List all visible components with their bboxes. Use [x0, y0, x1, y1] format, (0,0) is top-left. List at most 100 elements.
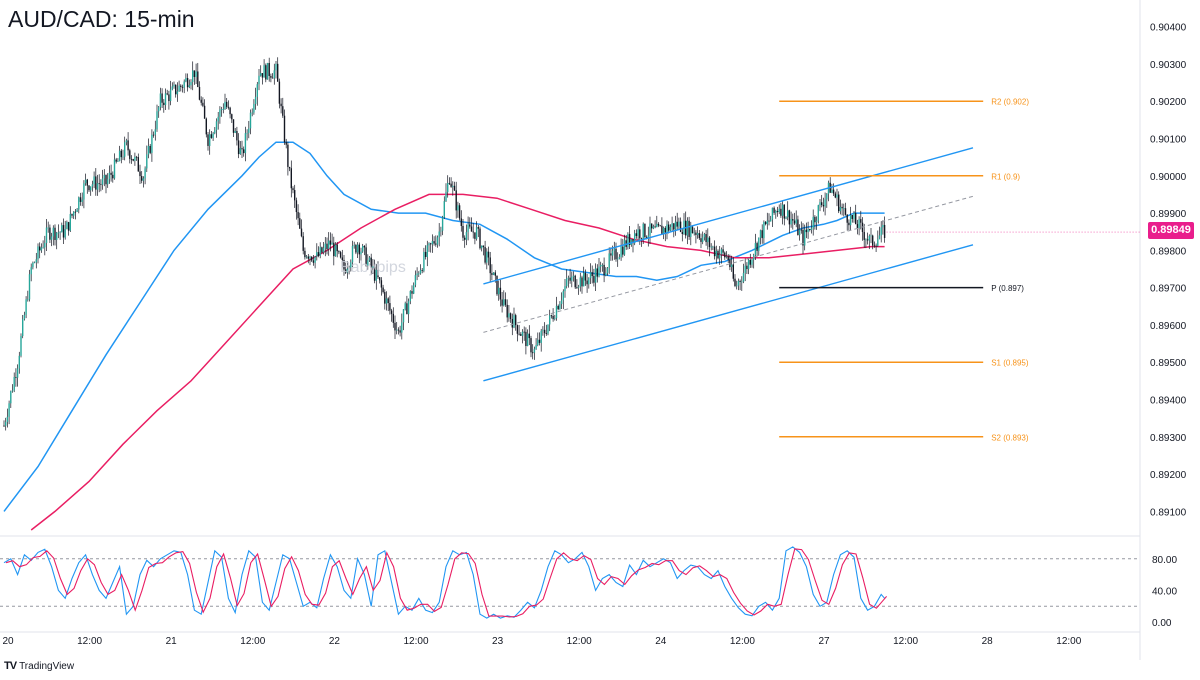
- candle-body: [389, 303, 391, 311]
- candle-body: [61, 225, 63, 233]
- candle-body: [278, 81, 281, 104]
- candle-body: [640, 238, 643, 240]
- candle-body: [868, 235, 870, 241]
- candle-body: [423, 251, 425, 271]
- candle-body: [101, 178, 104, 185]
- candle-body: [443, 201, 445, 218]
- candle-body: [778, 208, 780, 212]
- candle-body: [686, 220, 689, 236]
- candle-body: [10, 391, 12, 404]
- candle-body: [872, 235, 874, 246]
- candle-body: [853, 213, 855, 219]
- price-tick-label: 0.89100: [1150, 507, 1187, 518]
- candle-body: [761, 230, 763, 239]
- candle-body: [547, 324, 549, 334]
- candle-body: [457, 205, 459, 211]
- candle-body: [209, 134, 211, 146]
- candle-body: [406, 303, 408, 315]
- candle-body: [623, 240, 626, 255]
- candle-body: [532, 352, 534, 354]
- candle-body: [742, 272, 745, 282]
- candle-body: [203, 105, 206, 119]
- candle-body: [314, 256, 316, 263]
- candle-body: [11, 390, 14, 392]
- candle-body: [856, 224, 859, 229]
- grid-layer: [0, 0, 1141, 660]
- candle-body: [880, 227, 882, 236]
- candle-body: [722, 249, 724, 253]
- candle-body: [66, 222, 68, 230]
- candle-body: [433, 241, 435, 244]
- candle-body: [205, 118, 207, 135]
- pivot-levels: R2 (0.902) R1 (0.9) P (0.897) S1 (0.895) S2 …: [779, 98, 1029, 442]
- candle-body: [591, 272, 593, 277]
- candle-body: [105, 175, 107, 185]
- candle-body: [169, 89, 172, 102]
- candle-body: [132, 159, 134, 161]
- candle-body: [142, 178, 145, 181]
- candle-body: [526, 333, 529, 347]
- candle-body: [299, 218, 301, 229]
- candle-body: [96, 183, 99, 190]
- candle-body: [458, 205, 461, 219]
- candle-body: [613, 248, 615, 251]
- candle-body: [6, 416, 9, 422]
- candle-body: [620, 246, 622, 257]
- candle-body: [49, 227, 51, 240]
- candle-body: [210, 134, 213, 138]
- candle-body: [719, 254, 721, 259]
- candle-body: [394, 322, 396, 331]
- candle-body: [151, 134, 153, 153]
- candle-body: [564, 286, 566, 292]
- candle-body: [635, 233, 638, 236]
- candle-body: [725, 256, 728, 258]
- candle-body: [73, 211, 75, 216]
- candle-body: [798, 229, 801, 235]
- candle-body: [577, 286, 580, 288]
- candle-body: [428, 243, 430, 246]
- candle-body: [173, 84, 175, 87]
- candle-body: [47, 227, 49, 229]
- candle-body: [479, 228, 481, 249]
- candle-body: [220, 109, 223, 111]
- candle-body: [419, 269, 422, 274]
- tradingview-logo-icon: TV: [4, 660, 17, 672]
- candle-body: [537, 339, 539, 345]
- candle-body: [339, 252, 342, 258]
- candle-body: [610, 253, 612, 256]
- candle-body: [598, 266, 600, 277]
- candle-body: [52, 227, 54, 237]
- candle-body: [540, 330, 542, 343]
- candle-body: [287, 144, 289, 167]
- candle-body: [849, 215, 852, 226]
- candle-body: [717, 250, 719, 259]
- candle-body: [702, 237, 704, 242]
- candle-body: [848, 222, 850, 226]
- candle-body: [15, 377, 17, 378]
- candle-body: [639, 229, 641, 239]
- candle-body: [436, 237, 439, 245]
- candle-body: [545, 333, 547, 334]
- candle-body: [589, 272, 592, 279]
- candle-body: [129, 150, 131, 159]
- candle-body: [477, 227, 479, 229]
- time-tick-label: 27: [818, 636, 830, 647]
- candle-body: [792, 218, 794, 221]
- candle-body: [168, 94, 170, 102]
- candle-body: [751, 259, 753, 265]
- time-tick-label: 21: [166, 636, 178, 647]
- candle-body: [183, 81, 185, 88]
- candle-body: [831, 189, 833, 193]
- candle-body: [409, 291, 411, 302]
- candle-body: [387, 298, 389, 304]
- candle-body: [499, 287, 502, 300]
- candle-body: [382, 287, 384, 293]
- candle-body: [834, 193, 836, 198]
- candle-body: [649, 223, 651, 236]
- candle-body: [195, 71, 197, 77]
- candle-body: [555, 305, 558, 319]
- candle-body: [144, 168, 146, 179]
- candle-body: [498, 287, 500, 295]
- candle-body: [756, 243, 758, 251]
- moving-averages: [3, 141, 885, 531]
